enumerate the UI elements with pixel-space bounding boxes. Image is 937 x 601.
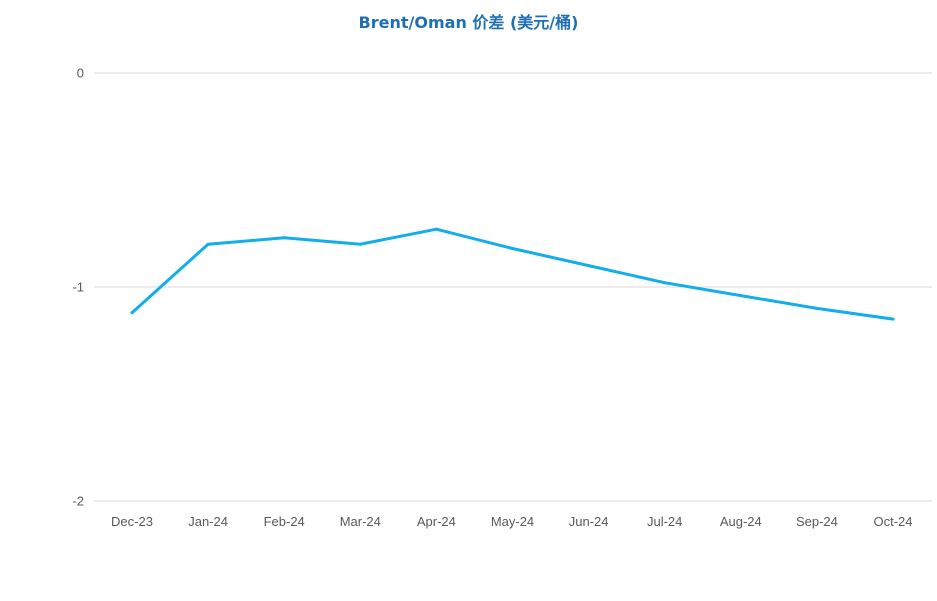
data-point bbox=[891, 317, 895, 321]
data-point bbox=[815, 306, 819, 310]
data-point bbox=[739, 294, 743, 298]
x-tick-label: Jun-24 bbox=[569, 514, 609, 529]
series-line-0 bbox=[130, 227, 895, 321]
x-tick-label: Mar-24 bbox=[340, 514, 381, 529]
x-tick-label: Oct-24 bbox=[873, 514, 912, 529]
y-axis-ticks: 0 -1 -2 bbox=[72, 66, 84, 509]
y-tick-label: -1 bbox=[72, 280, 84, 295]
series-layer bbox=[130, 227, 895, 321]
gridlines bbox=[94, 72, 932, 502]
x-tick-label: Dec-23 bbox=[111, 514, 153, 529]
x-tick-label: Jan-24 bbox=[188, 514, 228, 529]
y-tick-label: -2 bbox=[72, 494, 84, 509]
x-tick-label: Apr-24 bbox=[417, 514, 456, 529]
x-tick-label: Jul-24 bbox=[647, 514, 682, 529]
y-tick-label: 0 bbox=[77, 66, 84, 81]
x-axis-ticks: Dec-23 Jan-24 Feb-24 Mar-24 Apr-24 May-24 Jun-… bbox=[111, 514, 912, 529]
x-tick-label: Feb-24 bbox=[264, 514, 305, 529]
data-point bbox=[587, 264, 591, 268]
data-point bbox=[282, 236, 286, 240]
data-point bbox=[434, 227, 438, 231]
data-point bbox=[206, 242, 210, 246]
data-point bbox=[511, 246, 514, 250]
data-point bbox=[663, 281, 667, 285]
data-point bbox=[358, 242, 362, 246]
x-tick-label: Sep-24 bbox=[796, 514, 838, 529]
x-tick-label: Aug-24 bbox=[720, 514, 762, 529]
x-tick-label: May-24 bbox=[491, 514, 534, 529]
chart-title: Brent/Oman 价差 (美元/桶) bbox=[358, 13, 579, 32]
data-point bbox=[130, 311, 134, 315]
